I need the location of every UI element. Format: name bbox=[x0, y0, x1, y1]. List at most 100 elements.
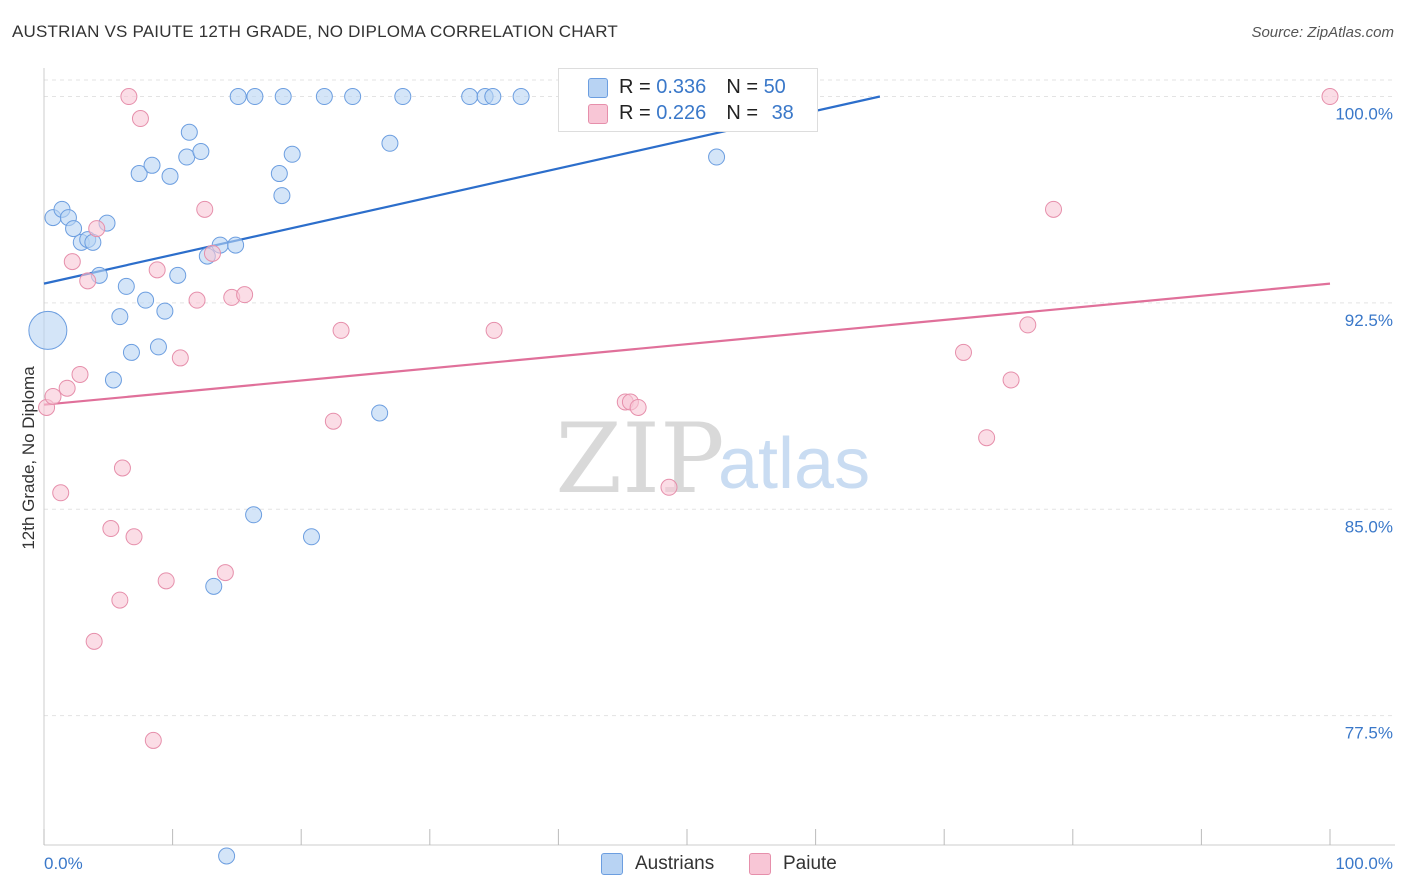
bottom-legend-label: Austrians bbox=[635, 853, 715, 874]
austrians-point bbox=[246, 88, 264, 106]
paiute-point bbox=[79, 272, 97, 290]
legend-r-label: R = bbox=[619, 101, 657, 124]
paiute-trend-line bbox=[43, 282, 1331, 406]
austrians-point bbox=[28, 310, 68, 350]
paiute-point bbox=[71, 365, 89, 383]
legend-row-paiute: R = 0.226 N = 38 bbox=[619, 101, 794, 125]
data-points bbox=[28, 88, 1339, 865]
paiute-point bbox=[1045, 200, 1063, 218]
austrians-point bbox=[122, 343, 140, 361]
paiute-point bbox=[63, 253, 81, 271]
paiute-point bbox=[1321, 88, 1339, 106]
paiute-point bbox=[120, 88, 138, 106]
legend-n-label: N = bbox=[726, 75, 764, 98]
chart-title: AUSTRIAN VS PAIUTE 12TH GRADE, NO DIPLOM… bbox=[12, 22, 618, 41]
paiute-point bbox=[196, 200, 214, 218]
legend-swatch-austrians bbox=[588, 78, 608, 98]
austrians-point bbox=[371, 404, 389, 422]
austrians-point bbox=[394, 88, 412, 106]
austrians-point bbox=[180, 123, 198, 141]
paiute-point bbox=[978, 429, 996, 447]
austrians-point bbox=[117, 277, 135, 295]
paiute-point bbox=[485, 321, 503, 339]
legend-swatch-paiute bbox=[588, 104, 608, 124]
legend-r-label: R = bbox=[619, 75, 657, 98]
legend-n-label: N = bbox=[726, 101, 764, 124]
x-tick-label: 100.0% bbox=[1335, 854, 1393, 873]
paiute-point bbox=[125, 528, 143, 546]
austrians-point bbox=[245, 506, 263, 524]
paiute-point bbox=[171, 349, 189, 367]
austrians-point bbox=[169, 266, 187, 284]
axes bbox=[43, 68, 1395, 846]
austrians-point bbox=[161, 167, 179, 185]
tick-labels: 100.0% 92.5% 85.0% 77.5% 0.0% 100.0% bbox=[44, 105, 1393, 873]
austrians-point bbox=[205, 577, 223, 595]
paiute-point bbox=[236, 286, 254, 304]
paiute-point bbox=[111, 591, 129, 609]
paiute-point bbox=[216, 564, 234, 582]
watermark-zip: ZIP bbox=[555, 403, 724, 515]
austrians-point bbox=[156, 302, 174, 320]
austrians-point bbox=[302, 528, 320, 546]
y-tick-label: 92.5% bbox=[1345, 311, 1393, 330]
y-tick-label: 77.5% bbox=[1345, 724, 1393, 743]
paiute-point bbox=[660, 478, 678, 496]
bottom-legend-paiute: Paiute bbox=[749, 852, 837, 876]
austrians-point bbox=[137, 291, 155, 309]
paiute-point bbox=[52, 484, 70, 502]
austrians-point bbox=[65, 220, 83, 238]
paiute-point bbox=[1002, 371, 1020, 389]
austrians-point bbox=[111, 308, 129, 326]
y-axis-label: 12th Grade, No Diploma bbox=[19, 366, 38, 550]
austrians-point bbox=[381, 134, 399, 152]
paiute-point bbox=[1019, 316, 1037, 334]
paiute-point bbox=[157, 572, 175, 590]
bottom-legend-label: Paiute bbox=[783, 853, 837, 874]
legend-r-value: 0.336 bbox=[656, 75, 707, 98]
legend-r-value: 0.226 bbox=[656, 101, 707, 124]
paiute-point bbox=[629, 398, 647, 416]
paiute-point bbox=[44, 387, 62, 405]
austrians-point bbox=[104, 371, 122, 389]
source-label: Source: ZipAtlas.com bbox=[1251, 24, 1394, 41]
austrians-point bbox=[461, 88, 479, 106]
bottom-legend-austrians: Austrians bbox=[601, 852, 714, 876]
paiute-point bbox=[58, 379, 76, 397]
austrians-point bbox=[512, 88, 530, 106]
paiute-point bbox=[954, 343, 972, 361]
austrians-point bbox=[270, 165, 288, 183]
y-tick-label: 85.0% bbox=[1345, 517, 1393, 536]
austrians-point bbox=[274, 88, 292, 106]
paiute-point bbox=[148, 261, 166, 279]
paiute-point bbox=[88, 220, 106, 238]
legend-n-value: 38 bbox=[771, 101, 794, 124]
legend-row-austrians: R = 0.336 N = 50 bbox=[619, 75, 786, 99]
austrians-point bbox=[143, 156, 161, 174]
bottom-swatch-austrians bbox=[601, 853, 623, 875]
austrians-point bbox=[149, 338, 167, 356]
austrians-point bbox=[484, 88, 502, 106]
x-tick-label: 0.0% bbox=[44, 854, 83, 873]
austrians-point bbox=[273, 187, 291, 205]
paiute-point bbox=[85, 632, 103, 650]
austrians-point bbox=[178, 148, 196, 166]
watermark: ZIP atlas bbox=[555, 403, 870, 515]
legend-n-value: 50 bbox=[763, 75, 786, 98]
paiute-point bbox=[203, 244, 221, 262]
watermark-atlas: atlas bbox=[718, 424, 870, 504]
paiute-point bbox=[144, 731, 162, 749]
grid-lines bbox=[44, 79, 1395, 717]
austrians-point bbox=[192, 143, 210, 161]
paiute-point bbox=[324, 412, 342, 430]
austrians-point bbox=[130, 165, 148, 183]
austrians-point bbox=[315, 88, 333, 106]
paiute-point bbox=[102, 520, 120, 538]
paiute-point bbox=[113, 459, 131, 477]
austrians-point bbox=[227, 236, 245, 254]
y-tick-label: 100.0% bbox=[1335, 105, 1393, 124]
austrians-point bbox=[708, 148, 726, 166]
austrians-point bbox=[218, 847, 236, 865]
austrians-point bbox=[344, 88, 362, 106]
